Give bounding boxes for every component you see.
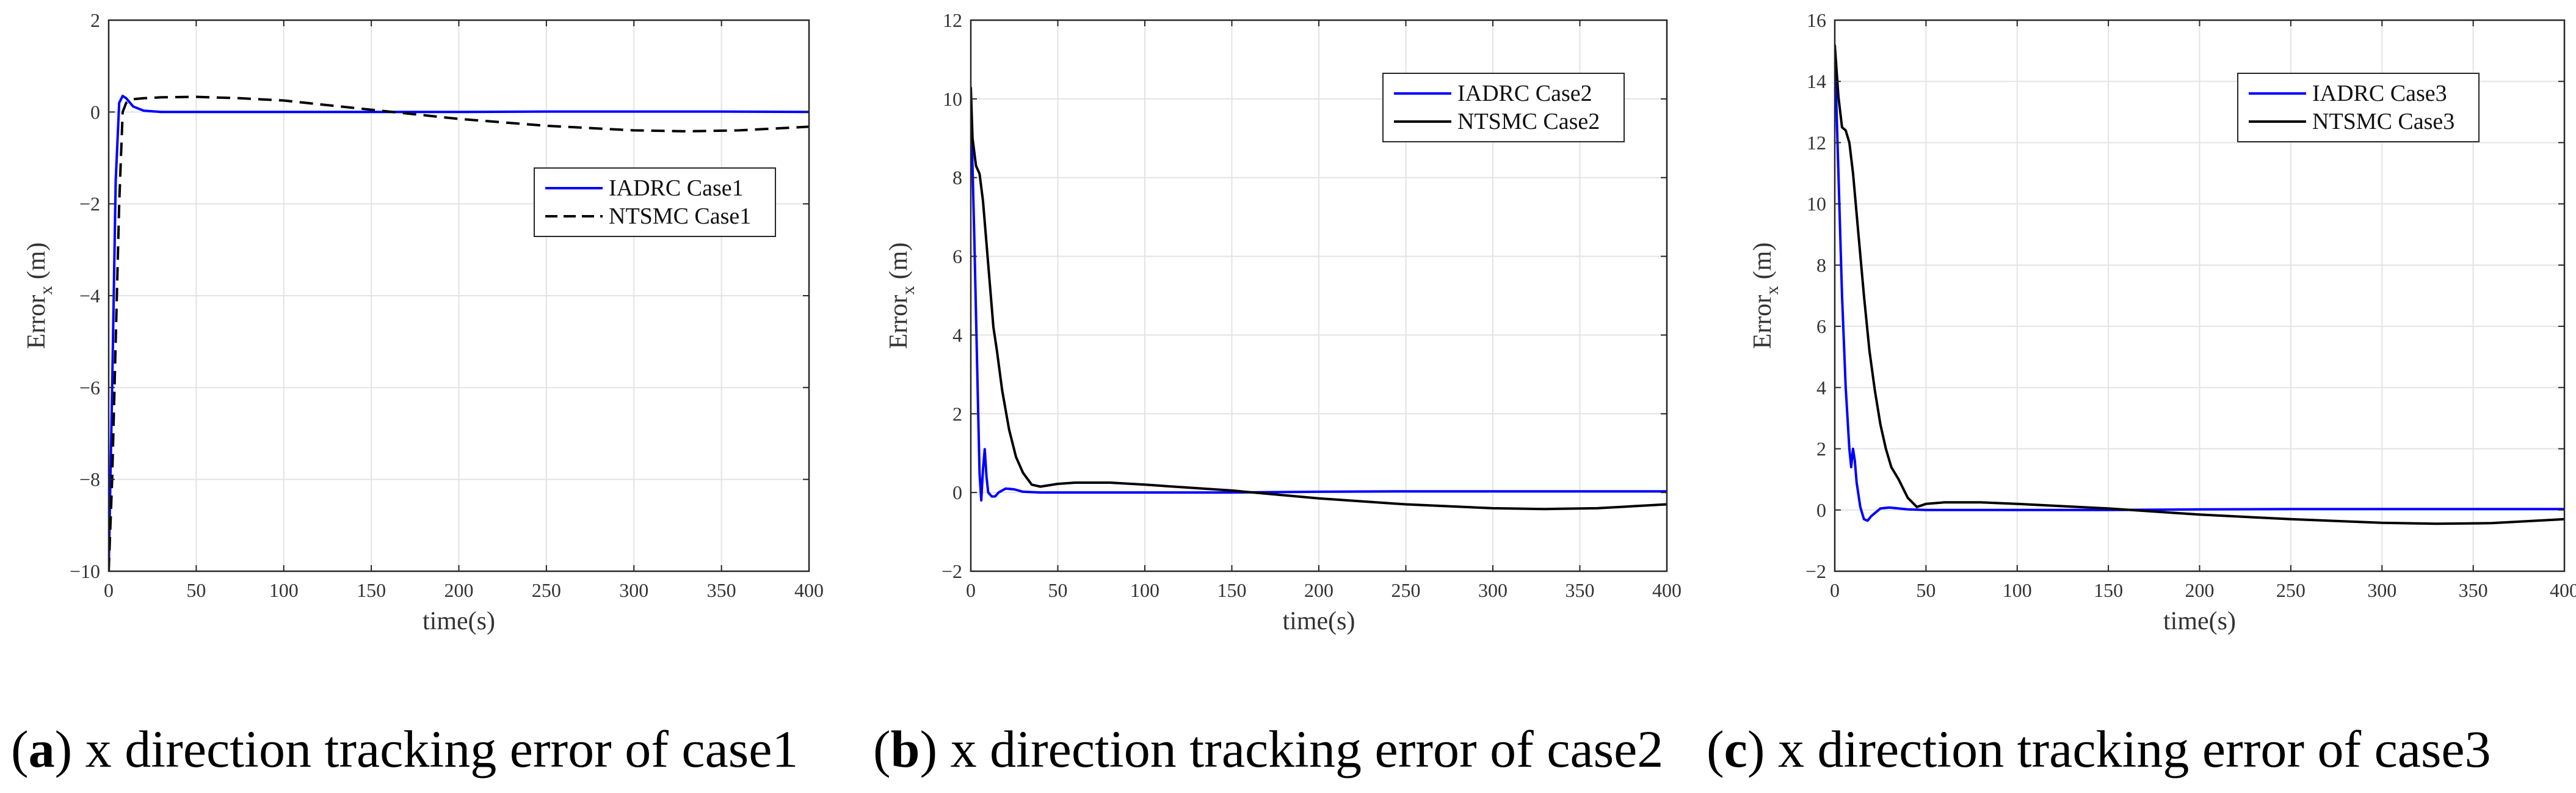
y-tick-label: 14 (1807, 70, 1826, 92)
subplot-b: 0 50 100 150 200 250 300 350 400−2024681012time(… (885, 9, 1682, 635)
x-axis-label: time(s) (1283, 607, 1355, 635)
series-line-ntsmc-case1 (109, 95, 809, 571)
legend-label: IADRC Case2 (1457, 81, 1592, 106)
x-axis-label: time(s) (423, 607, 495, 635)
y-tick-label: 12 (1807, 131, 1826, 153)
y-tick-label: 4 (1816, 376, 1826, 398)
x-tick-label: 150 (1217, 579, 1247, 601)
series-line-iadrc-case3 (1835, 51, 2564, 522)
x-tick-label: 200 (2185, 579, 2215, 601)
x-tick-label: 200 (1304, 579, 1333, 601)
subplot-a: 0 50 100 150 200 250 300 350 400 −10 −8 −6 −4 −2 0 2 tim… (23, 9, 824, 635)
x-tick-label: 300 (1478, 579, 1508, 601)
y-tick-label: 2 (1816, 438, 1826, 460)
x-tick-label: 350 (707, 579, 736, 601)
x-tick-label: 400 (2550, 579, 2576, 601)
x-tick-label: 100 (269, 579, 299, 601)
y-tick-label: 6 (952, 246, 962, 268)
series-line-ntsmc-case3 (1835, 44, 2564, 525)
y-tick-label: 10 (1807, 193, 1826, 215)
x-tick-label: 0 (966, 579, 976, 601)
x-tick-label: 50 (1916, 579, 1936, 601)
y-tick-label: −2 (942, 560, 962, 582)
y-tick-label: −10 (70, 560, 100, 582)
caption-c-letter: c (1724, 720, 1747, 778)
x-tick-label: 250 (1391, 579, 1421, 601)
x-tick-label: 350 (1566, 579, 1595, 601)
y-tick-label: 8 (1816, 254, 1826, 276)
y-axis-label: Errorx (m) (23, 243, 56, 349)
x-tick-label: 150 (357, 579, 386, 601)
y-tick-label: 0 (952, 481, 962, 503)
series-line-iadrc-case2 (971, 98, 1667, 502)
legend-label: NTSMC Case2 (1457, 109, 1600, 134)
legend-label: IADRC Case1 (609, 175, 744, 201)
y-tick-label: −8 (79, 469, 100, 491)
y-tick-label: 4 (952, 324, 962, 346)
x-tick-label: 300 (2367, 579, 2396, 601)
legend: IADRC Case2 NTSMC Case2 (1382, 73, 1625, 142)
y-axis-label: Errorx (m) (885, 243, 918, 349)
y-tick-label: −4 (79, 285, 100, 307)
subplot-c: 0 50 100 150 200 250 300 350 400−20246810121416t… (1749, 9, 2576, 635)
caption-b-letter: b (891, 720, 920, 778)
x-tick-label: 50 (186, 579, 206, 601)
caption-a: (a) x direction tracking error of case1 (11, 720, 798, 778)
x-tick-label: 150 (2094, 579, 2123, 601)
x-tick-label: 350 (2459, 579, 2488, 601)
x-tick-label: 250 (532, 579, 561, 601)
x-tick-label: 400 (794, 579, 824, 601)
caption-a-text: x direction tracking error of case1 (85, 720, 799, 778)
x-tick-label: 0 (1830, 579, 1840, 601)
caption-c-text: x direction tracking error of case3 (1778, 720, 2491, 778)
legend-box (1382, 73, 1625, 142)
series-line-ntsmc-case2 (971, 87, 1667, 511)
legend-label: IADRC Case3 (2312, 81, 2447, 106)
legend: IADRC Case3 NTSMC Case3 (2237, 73, 2480, 142)
caption-a-letter: a (29, 720, 55, 778)
y-tick-label: 2 (952, 403, 962, 425)
y-tick-label: −6 (79, 376, 100, 398)
legend-box (534, 167, 776, 237)
y-tick-label: 2 (90, 9, 100, 31)
y-tick-label: 10 (943, 88, 962, 110)
caption-b-text: x direction tracking error of case2 (951, 720, 1664, 778)
y-tick-label: 0 (90, 101, 100, 123)
y-tick-label: 0 (1816, 499, 1826, 521)
x-tick-label: 250 (2276, 579, 2306, 601)
x-tick-label: 200 (444, 579, 474, 601)
caption-c: (c) x direction tracking error of case3 (1707, 720, 2491, 778)
x-tick-label: 100 (1130, 579, 1159, 601)
y-tick-label: 12 (943, 9, 962, 31)
x-tick-label: 300 (619, 579, 648, 601)
x-tick-label: 400 (1652, 579, 1682, 601)
y-tick-label: 6 (1816, 315, 1826, 337)
caption-b: (b) x direction tracking error of case2 (873, 720, 1663, 778)
series-line-iadrc-case1 (109, 95, 809, 571)
x-tick-label: 100 (2003, 579, 2032, 601)
legend-label: NTSMC Case3 (2312, 109, 2454, 134)
x-tick-label: 50 (1048, 579, 1068, 601)
y-tick-label: −2 (1805, 560, 1826, 582)
legend-box (2237, 73, 2480, 142)
y-axis-label: Errorx (m) (1749, 243, 1782, 349)
y-tick-label: 16 (1807, 9, 1826, 31)
legend-label: NTSMC Case1 (609, 203, 751, 229)
x-axis-label: time(s) (2163, 607, 2236, 635)
y-tick-label: −2 (79, 193, 100, 215)
x-tick-label: 0 (104, 579, 114, 601)
y-tick-label: 8 (952, 167, 962, 189)
